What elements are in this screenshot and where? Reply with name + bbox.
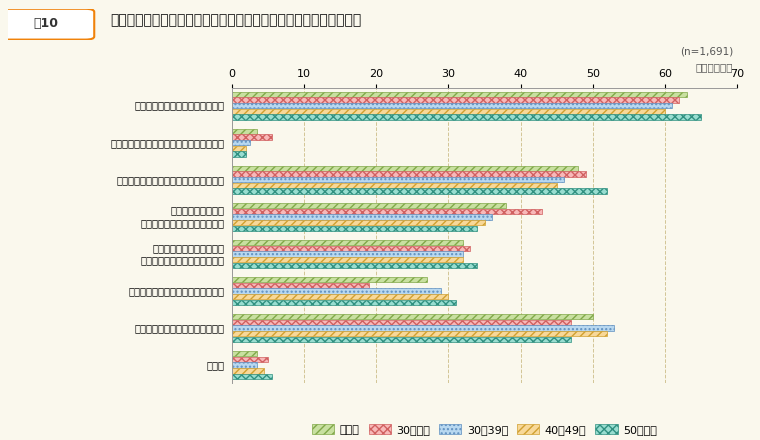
Bar (232, 103, 672, 108)
FancyBboxPatch shape (0, 9, 94, 40)
Bar (232, 337, 572, 342)
Bar (232, 134, 271, 140)
Bar (232, 203, 506, 208)
Bar (232, 151, 246, 157)
Bar (232, 294, 448, 299)
Bar (232, 374, 271, 379)
Bar (232, 109, 665, 114)
Bar (232, 97, 679, 103)
Bar (232, 209, 543, 214)
Bar (232, 357, 268, 362)
Bar (232, 282, 369, 288)
Bar (232, 288, 441, 293)
Bar (232, 325, 614, 331)
Bar (232, 314, 593, 319)
Bar (232, 172, 585, 177)
Bar (232, 300, 456, 305)
Bar (232, 277, 427, 282)
Bar (232, 128, 257, 134)
Text: (n=1,691): (n=1,691) (680, 46, 733, 56)
Bar (232, 220, 485, 225)
Bar (232, 320, 572, 325)
Text: 図10: 図10 (33, 17, 59, 30)
Bar (232, 351, 257, 356)
Bar (232, 263, 477, 268)
Bar (232, 331, 607, 337)
Bar (232, 183, 556, 188)
Bar (232, 146, 246, 151)
Bar (232, 188, 607, 194)
Text: （単位：％）: （単位：％） (696, 62, 733, 73)
Bar (232, 114, 701, 120)
Bar (232, 177, 564, 183)
Bar (232, 226, 477, 231)
Bar (232, 257, 463, 262)
Bar (232, 140, 250, 146)
Bar (232, 92, 687, 97)
Bar (232, 251, 463, 257)
Legend: 全年齢, 30歳未満, 30～39歳, 40～49歳, 50歳以上: 全年齢, 30歳未満, 30～39歳, 40～49歳, 50歳以上 (308, 419, 661, 439)
Bar (232, 166, 578, 171)
Bar (232, 368, 264, 374)
Text: 同じ職場で共に働く再任用職員に期待すること（上位三つまで）: 同じ職場で共に働く再任用職員に期待すること（上位三つまで） (110, 13, 362, 27)
Bar (232, 240, 463, 245)
Bar (232, 214, 492, 220)
Bar (232, 246, 470, 251)
Bar (232, 363, 257, 368)
